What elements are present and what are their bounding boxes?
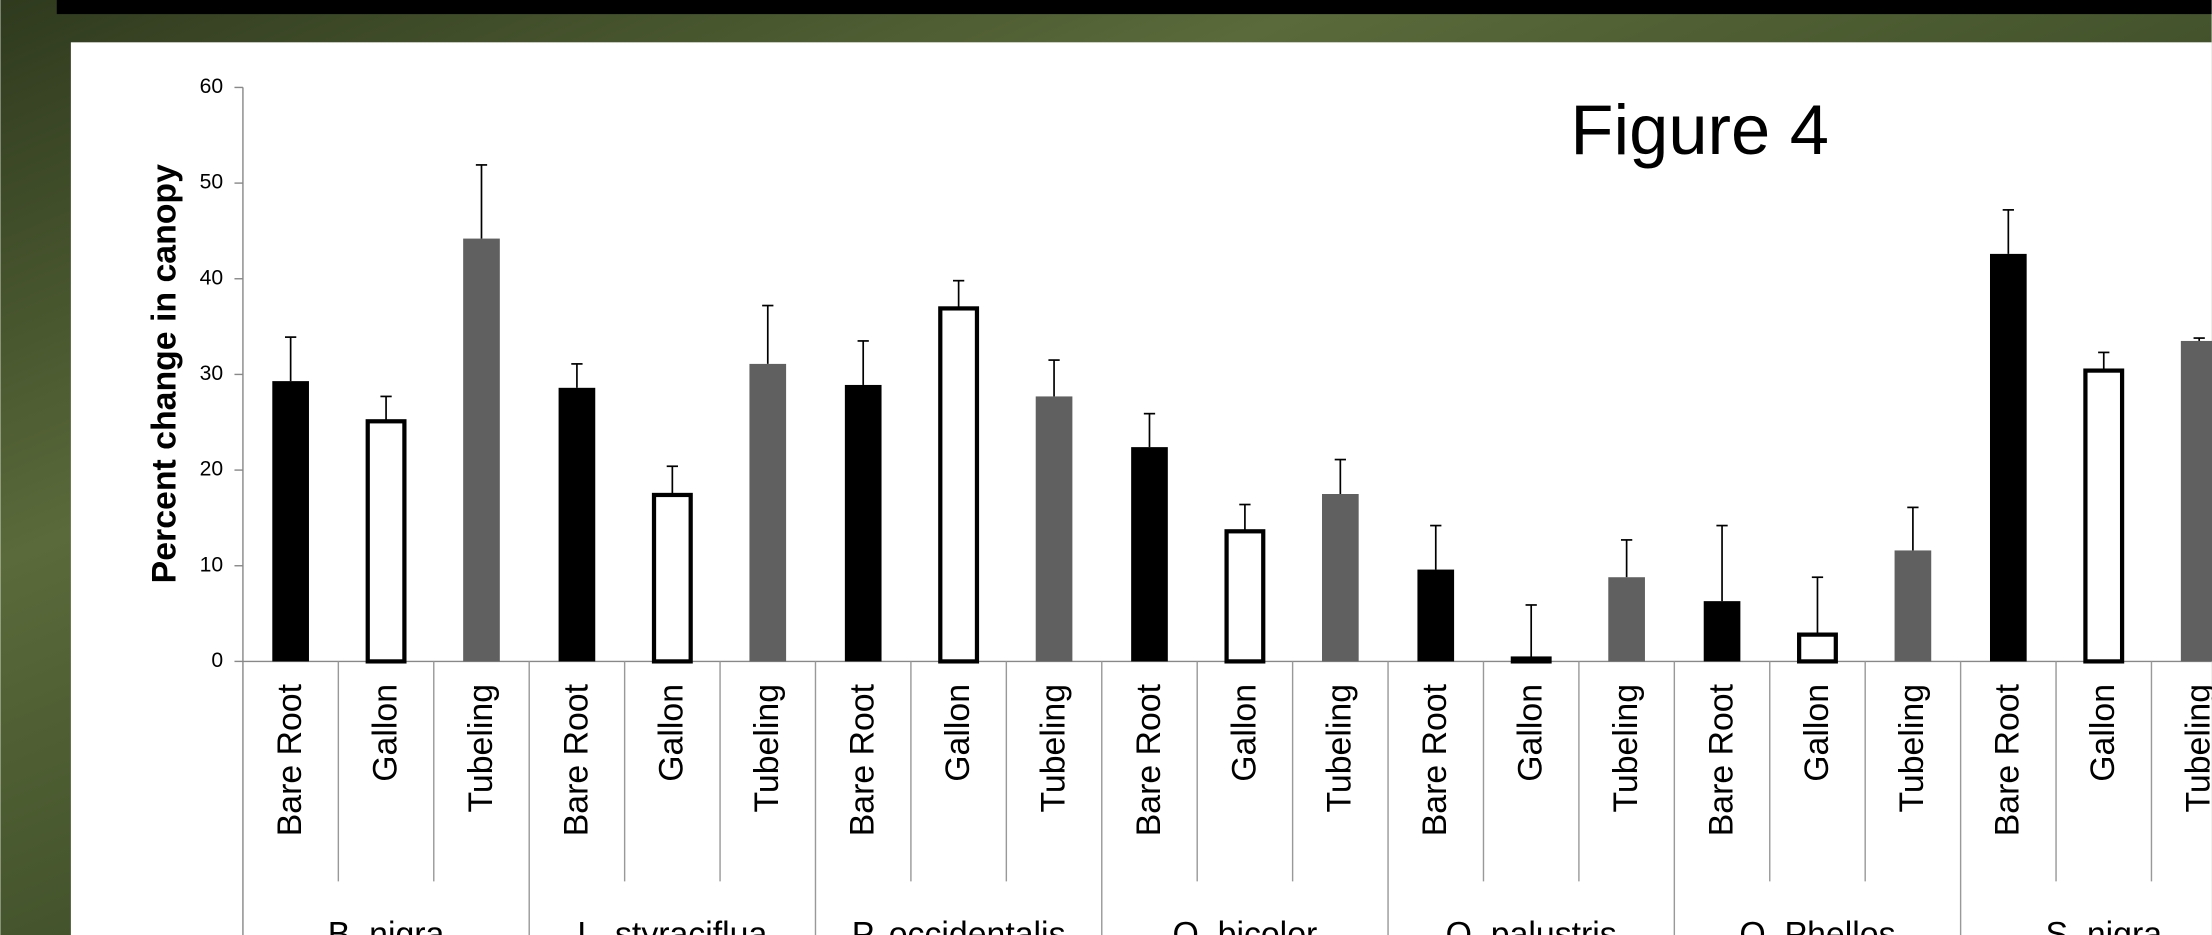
group-label: Q. bicolor [1173,915,1318,935]
bar [1704,601,1741,661]
y-tick-label: 20 [200,458,224,481]
x-tick-label: Bare Root [271,683,309,836]
x-tick-label: Bare Root [1989,683,2027,836]
chart: Figure 4 Percent change in canopy 0 10 20 3… [0,0,2212,935]
y-tick-label: 60 [200,75,224,98]
bar [1131,447,1168,661]
x-tick-label: Tubeling [1321,684,1359,813]
group-label: P. occidentalis [852,915,1066,935]
group-label: S. nigra [2045,915,2162,935]
y-tick-label: 50 [200,171,224,194]
x-tick-label: Gallon [1798,684,1836,782]
bar [2085,371,2122,662]
x-tick-label: Bare Root [1130,683,1168,836]
bar [1799,635,1836,662]
page: {"chart_data": {"type": "bar", "title": … [0,0,2212,935]
x-tick-label: Gallon [366,684,404,782]
bar [1227,531,1264,661]
bar [1036,396,1073,661]
bar [749,364,786,662]
x-tick-label: Gallon [653,684,691,782]
bar [463,239,500,662]
y-tick-label: 10 [200,553,224,576]
top-band [57,0,2212,14]
x-tick-label: Bare Root [844,683,882,836]
x-tick-label: Gallon [939,684,977,782]
x-tick-label: Tubeling [1034,684,1072,813]
x-tick-label: Bare Root [1702,683,1740,836]
x-tick-label: Gallon [1225,684,1263,782]
y-axis-label: Percent change in canopy [146,164,184,583]
bar [1322,494,1359,661]
bar [368,421,405,661]
x-tick-label: Tubeling [1893,684,1931,813]
bar [272,381,309,661]
bar [559,388,596,662]
bar [1895,550,1932,661]
y-tick-label: 0 [211,649,223,672]
x-tick-label: Tubeling [1607,684,1645,813]
x-tick-label: Gallon [1512,684,1550,782]
x-tick-label: Bare Root [1416,683,1454,836]
bar [1608,577,1645,661]
group-label: B. nigra [328,915,445,935]
y-tick-label: 40 [200,266,224,289]
bar [1417,570,1454,662]
bar [845,385,882,661]
x-tick-label: Tubeling [462,684,500,813]
x-tick-label: Tubeling [2180,684,2212,813]
bar [1990,254,2027,662]
x-tick-label: Gallon [2084,684,2122,782]
x-tick-label: Bare Root [557,683,595,836]
bar [2181,341,2212,661]
y-tick-label: 30 [200,362,224,385]
group-label: Q. palustris [1446,915,1617,935]
group-label: L. styraciflua [577,915,767,935]
bar [654,495,691,661]
x-tick-label: Tubeling [748,684,786,813]
bar [940,308,977,661]
bar [1513,659,1550,662]
chart-title: Figure 4 [1570,90,1829,169]
group-label: Q. Phellos [1739,915,1895,935]
